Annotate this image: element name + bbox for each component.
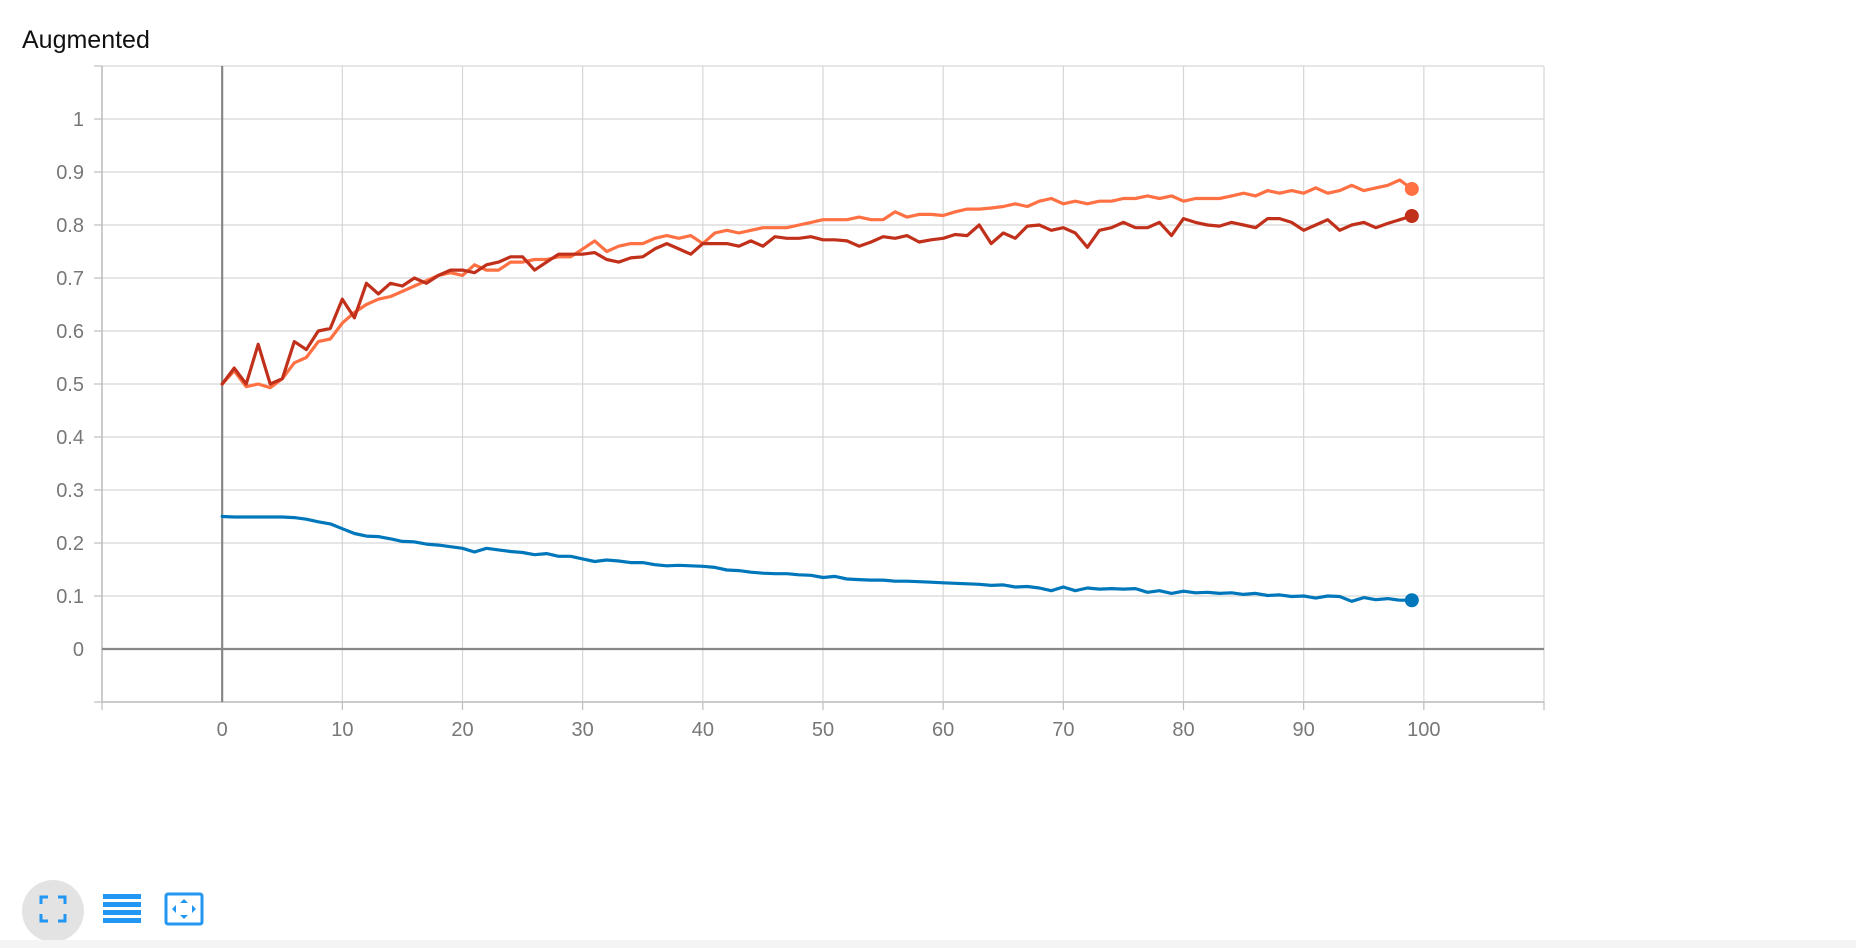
y-tick-label: 0.2 [56,533,84,555]
y-tick-label: 0.9 [56,162,84,184]
fit-domain-button[interactable] [160,880,208,942]
x-tick-label: 40 [692,719,714,741]
y-tick-label: 0.7 [56,268,84,290]
y-tick-label: 0 [73,639,84,661]
x-tick-label: 30 [572,719,594,741]
y-tick-label: 1 [73,109,84,131]
y-tick-label: 0.4 [56,427,84,449]
y-tick-label: 0.8 [56,215,84,237]
x-tick-label: 0 [217,719,228,741]
x-tick-label: 100 [1407,719,1440,741]
toggle-log-scale-button[interactable] [98,880,146,942]
expand-chart-button[interactable] [22,880,84,942]
x-tick-label: 20 [451,719,473,741]
tick-labels: 0 10 20 30 40 50 60 70 80 90 100 0 0.1 0.2 0.3 0.4 0.5 0.… [56,109,1440,741]
grid [94,65,1545,710]
series-line-2 [220,214,1414,386]
series-end-point-1 [1404,181,1419,196]
x-tick-label: 80 [1172,719,1194,741]
footer-strip [0,940,1856,948]
x-tick-label: 60 [932,719,954,741]
series-end-point-3 [1404,593,1419,608]
series-lines [220,178,1419,608]
x-tick-label: 70 [1052,719,1074,741]
list-icon [103,893,141,930]
x-tick-label: 10 [331,719,353,741]
x-tick-label: 50 [812,719,834,741]
y-tick-label: 0.1 [56,586,84,608]
fit-domain-icon [164,892,204,931]
series-line-1 [220,178,1414,390]
series-line-3 [220,514,1414,603]
x-tick-label: 90 [1293,719,1315,741]
fullscreen-icon [38,894,68,929]
chart-title: Augmented [22,26,150,54]
y-tick-label: 0.5 [56,374,84,396]
y-tick-label: 0.6 [56,321,84,343]
y-tick-label: 0.3 [56,480,84,502]
series-end-point-2 [1404,208,1419,223]
chart-toolbar [22,880,208,942]
